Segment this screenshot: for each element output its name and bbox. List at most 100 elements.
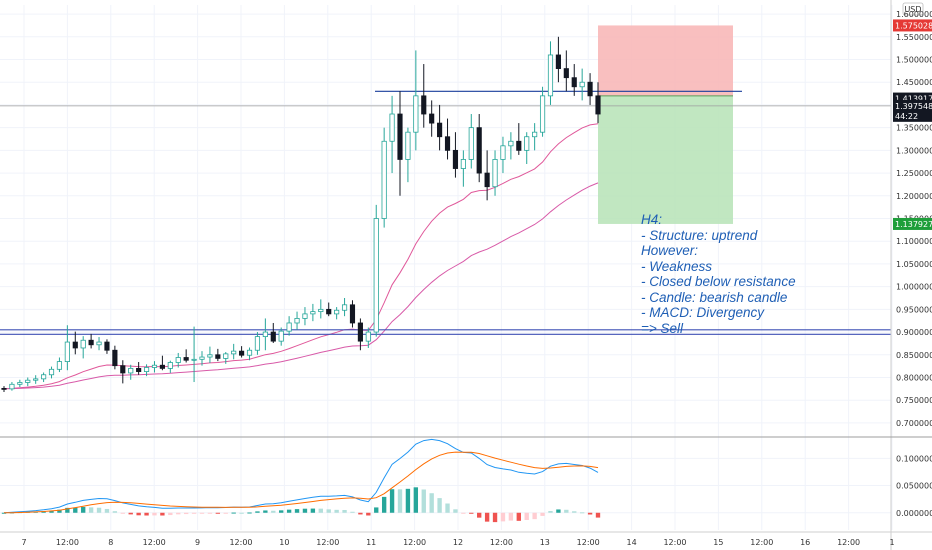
macd-histogram-bar — [500, 512, 506, 522]
candle-body — [405, 131, 411, 160]
macd-histogram-bar — [136, 512, 141, 516]
time-tick-label: 12:00 — [490, 538, 513, 547]
candlestick-series — [1, 36, 601, 393]
candle-body — [246, 349, 253, 356]
price-tick-label: 0.85000000 — [896, 351, 932, 360]
candle-body — [278, 330, 284, 342]
macd-histogram-bar — [381, 496, 387, 513]
macd-histogram-bar — [484, 512, 490, 522]
macd-histogram-bar — [579, 512, 585, 514]
candle — [9, 382, 15, 391]
candle — [437, 104, 443, 151]
candle-body — [9, 383, 15, 390]
candle-body — [159, 364, 165, 369]
time-tick-label: 12:00 — [403, 538, 426, 547]
time-tick-label: 9 — [195, 538, 200, 547]
currency-label: USD — [904, 5, 921, 14]
position-zones[interactable] — [598, 25, 733, 224]
ema-slow-line — [3, 182, 599, 390]
candle-body — [33, 378, 39, 381]
price-tag-bg — [893, 217, 932, 230]
macd-histogram-bar — [532, 512, 537, 520]
candle-body — [262, 331, 268, 338]
candle-body — [231, 350, 237, 355]
candle-body — [1, 387, 7, 390]
candle-body — [413, 95, 419, 133]
macd-histogram-bar — [88, 507, 94, 513]
candle-body — [326, 308, 332, 315]
macd-histogram-bar — [453, 509, 458, 513]
candle — [318, 299, 324, 319]
time-tick-label: 12:00 — [750, 538, 773, 547]
time-tick-label: 8 — [108, 538, 113, 547]
time-tick-label: 1 — [889, 538, 894, 547]
price-axis[interactable]: 1.60000000 1.55000000 1.50000000 1.45000000… — [896, 10, 932, 518]
annotation-line: - Closed below resistance — [641, 274, 796, 289]
macd-tick-label: 0.00000000 — [896, 509, 932, 518]
candle-body — [143, 367, 150, 372]
candle-body — [183, 357, 189, 361]
macd-histogram-bar — [310, 508, 316, 513]
candle — [159, 355, 165, 371]
candle-body — [104, 341, 110, 351]
candle — [17, 379, 23, 388]
candle-body — [25, 379, 31, 383]
candle — [468, 114, 474, 169]
macd-histogram-bar — [318, 508, 323, 513]
time-tick-label: 12:00 — [316, 538, 339, 547]
candle-body — [532, 131, 538, 138]
candle-body — [341, 304, 348, 311]
candle — [579, 68, 585, 101]
time-tick-label: 12:00 — [577, 538, 600, 547]
macd-histogram-bar — [49, 510, 54, 513]
candle — [207, 346, 213, 363]
candle — [48, 366, 55, 379]
annotation-line: - Weakness — [641, 258, 713, 274]
macd-histogram-bar — [516, 512, 521, 521]
candle-body — [365, 331, 371, 342]
macd-tick-label: 0.10000000 — [896, 454, 932, 463]
price-tick-label: 1.10000000 — [896, 237, 932, 246]
macd-histogram-bar — [247, 512, 252, 514]
macd-histogram-bar — [176, 512, 181, 515]
macd-histogram-bar — [587, 512, 593, 515]
macd-histogram-bar — [104, 508, 110, 513]
candle — [357, 318, 363, 351]
price-tag: 1.57502893 — [893, 19, 932, 32]
candle-body — [207, 354, 213, 358]
macd-histogram-bar — [397, 489, 403, 513]
candle-body — [136, 368, 142, 372]
candle-body — [357, 322, 363, 342]
candle-body — [318, 308, 324, 313]
macd-histogram-bar — [215, 512, 221, 514]
macd-histogram-bar — [223, 512, 228, 514]
price-tick-label: 1.00000000 — [896, 283, 932, 292]
candle — [88, 333, 94, 349]
macd-histogram-bar — [548, 510, 553, 513]
candle — [421, 64, 427, 128]
price-tag-bg — [893, 19, 932, 32]
macd-histogram-bar — [168, 512, 173, 516]
macd-histogram-bar — [1, 512, 7, 514]
horizontal-levels[interactable] — [0, 90, 891, 335]
macd-histogram-bar — [429, 493, 434, 513]
candle-body — [254, 336, 261, 351]
candle — [223, 352, 229, 364]
macd-histogram-bar — [334, 509, 339, 513]
candle — [539, 86, 546, 137]
candle — [476, 114, 482, 183]
candle — [136, 362, 142, 375]
macd-histogram-bar — [239, 512, 244, 514]
stop-loss-zone — [598, 25, 733, 96]
macd-histogram-bar — [524, 512, 529, 520]
macd-histogram-bar — [279, 510, 284, 513]
candle — [563, 50, 569, 92]
candle-body — [48, 368, 55, 376]
candle — [215, 348, 221, 362]
macd-histogram-bar — [263, 510, 268, 513]
candle-body — [151, 364, 158, 368]
annotation-line: - MACD: Divergency — [641, 305, 765, 320]
time-axis[interactable]: 7 12:00 8 12:00 9 12:00 10 12:00 11 12:00 12 12:00 1… — [21, 538, 894, 547]
macd-panel — [1, 438, 601, 523]
